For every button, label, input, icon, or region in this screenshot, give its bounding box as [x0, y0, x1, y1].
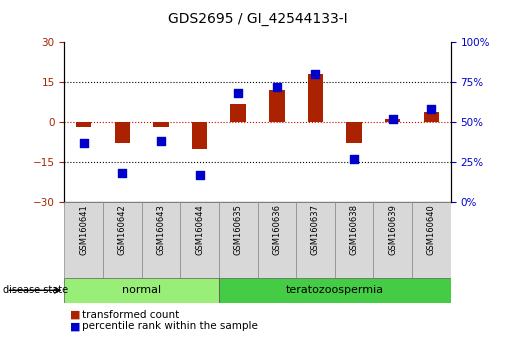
Bar	[76, 122, 92, 127]
Point	[388, 116, 397, 122]
Bar	[64, 202, 103, 278]
Text: transformed count: transformed count	[82, 310, 180, 320]
Text: GSM160635: GSM160635	[234, 204, 243, 255]
Bar	[373, 202, 412, 278]
Text: GSM160639: GSM160639	[388, 204, 397, 255]
Bar	[296, 202, 335, 278]
Text: ■: ■	[70, 321, 80, 331]
Bar	[180, 202, 219, 278]
Point	[311, 72, 319, 77]
Text: percentile rank within the sample: percentile rank within the sample	[82, 321, 259, 331]
Text: GSM160642: GSM160642	[118, 204, 127, 255]
Point	[427, 107, 435, 112]
Text: GSM160643: GSM160643	[157, 204, 165, 255]
Bar	[153, 122, 169, 127]
Text: normal: normal	[122, 285, 161, 295]
Bar	[114, 122, 130, 143]
Bar	[269, 90, 284, 122]
Bar	[142, 202, 180, 278]
Bar	[219, 278, 451, 303]
Bar	[346, 122, 362, 143]
Bar	[307, 74, 323, 122]
Point	[234, 91, 242, 96]
Text: GSM160636: GSM160636	[272, 204, 281, 255]
Bar	[335, 202, 373, 278]
Text: GSM160641: GSM160641	[79, 204, 88, 255]
Text: GSM160640: GSM160640	[427, 204, 436, 255]
Text: GDS2695 / GI_42544133-I: GDS2695 / GI_42544133-I	[168, 12, 347, 27]
Text: GSM160644: GSM160644	[195, 204, 204, 255]
Point	[118, 170, 127, 176]
Bar	[64, 278, 219, 303]
Bar	[385, 120, 400, 122]
Bar	[423, 112, 439, 122]
Point	[157, 138, 165, 144]
Bar	[412, 202, 451, 278]
Text: GSM160638: GSM160638	[350, 204, 358, 255]
Text: GSM160637: GSM160637	[311, 204, 320, 255]
Point	[196, 172, 204, 178]
Bar	[219, 202, 258, 278]
Text: ■: ■	[70, 310, 80, 320]
Point	[273, 84, 281, 90]
Bar	[192, 122, 207, 149]
Bar	[103, 202, 142, 278]
Text: disease state: disease state	[3, 285, 67, 295]
Bar	[231, 103, 246, 122]
Text: teratozoospermia: teratozoospermia	[286, 285, 384, 295]
Point	[79, 140, 88, 146]
Bar	[258, 202, 296, 278]
Point	[350, 156, 358, 161]
